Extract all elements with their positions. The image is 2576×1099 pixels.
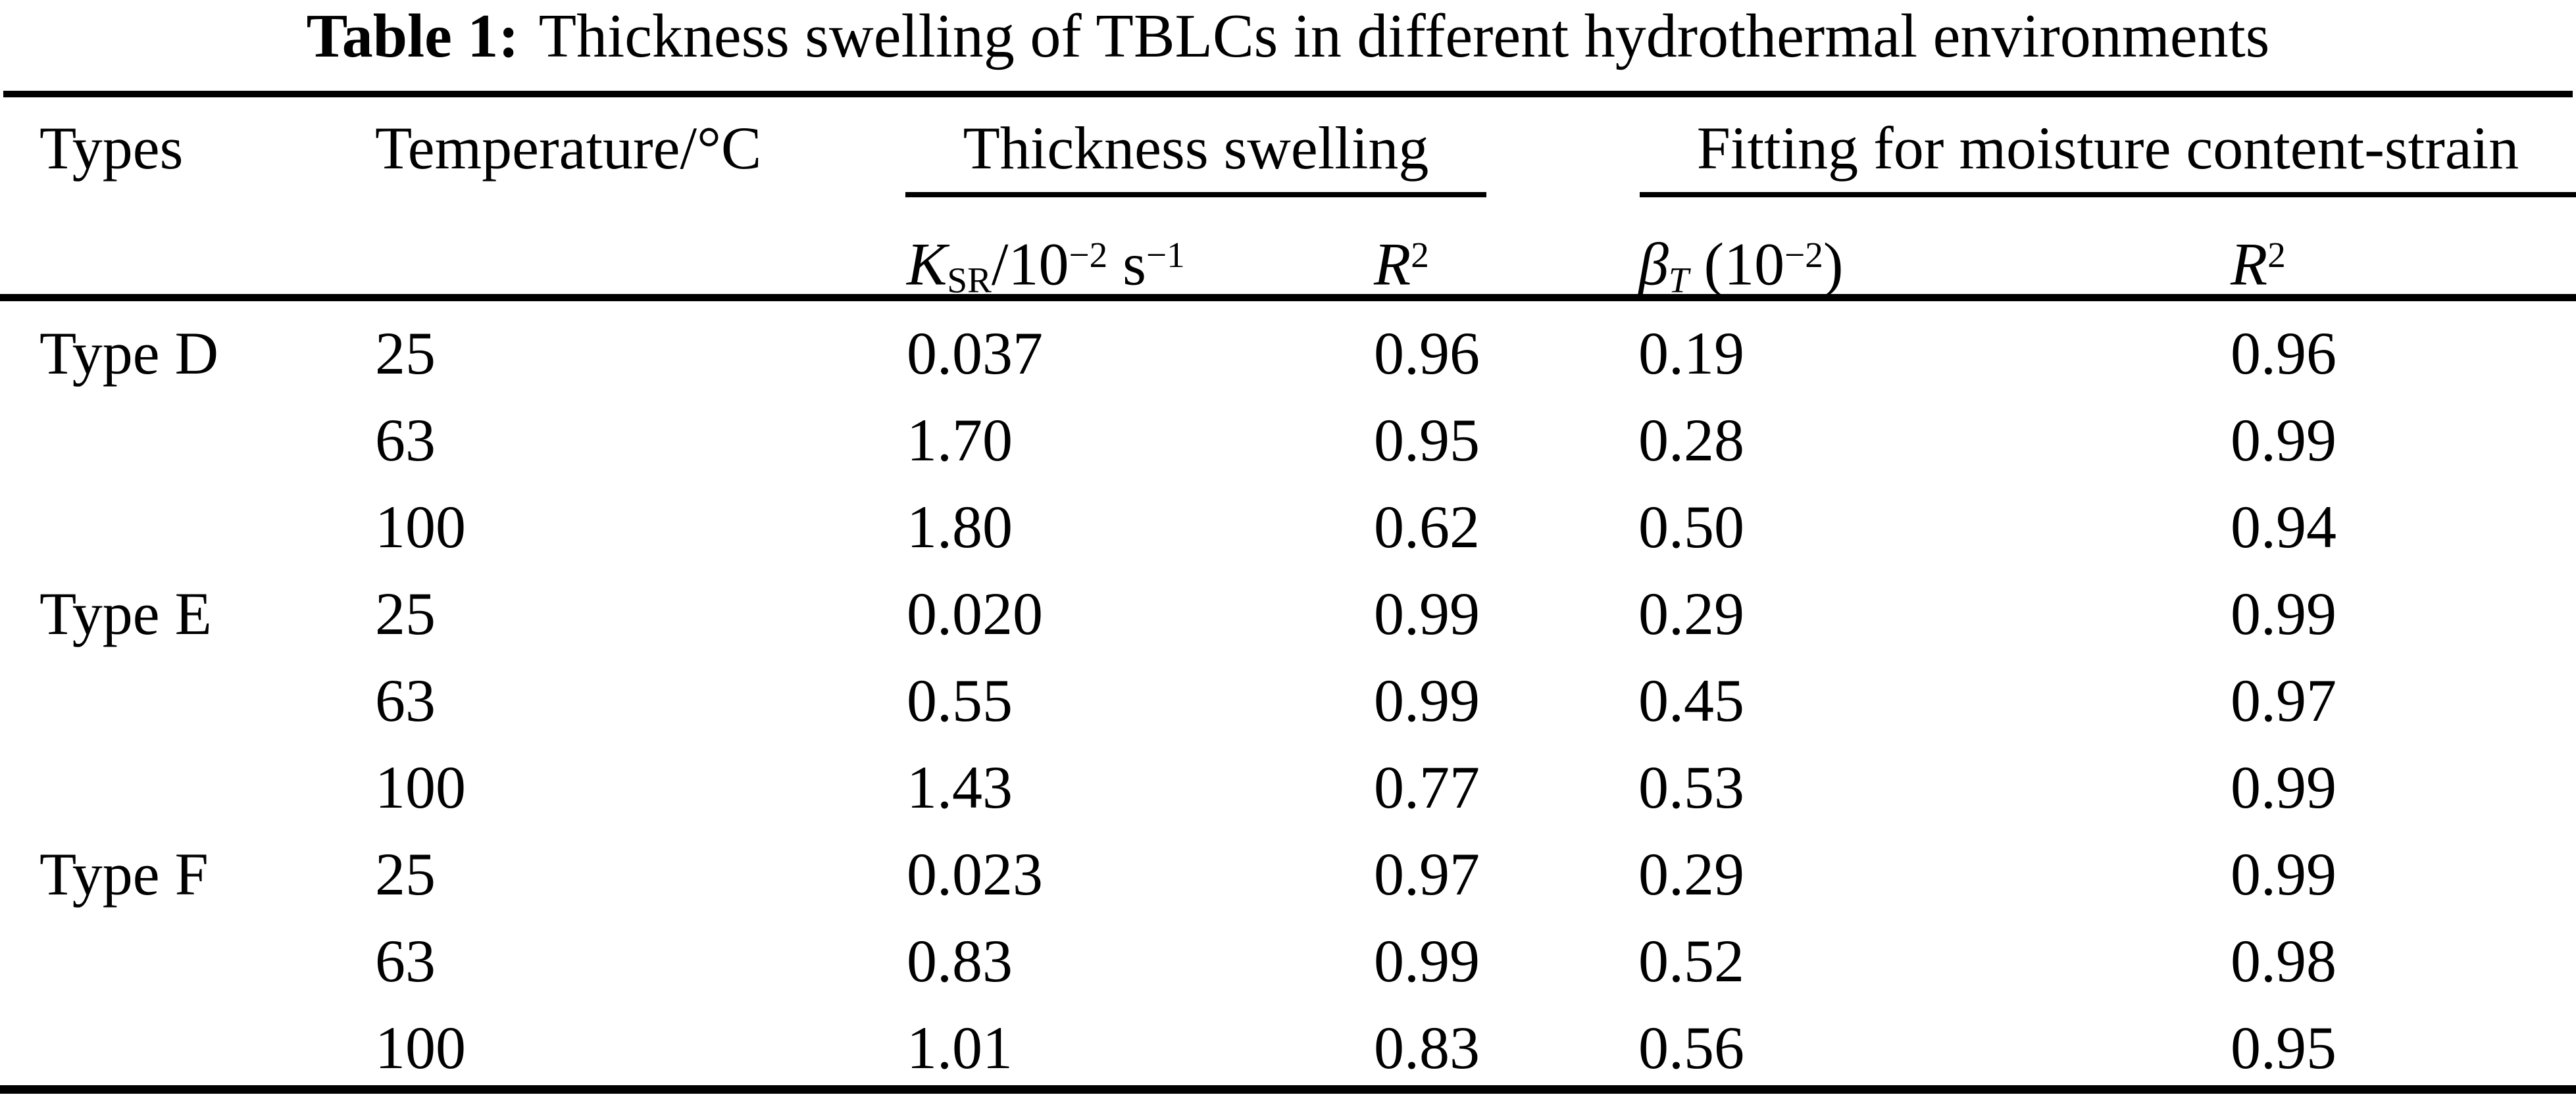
ksr-subscript: SR [947, 260, 992, 301]
ksr-divisor-exponent: −2 [1069, 235, 1108, 275]
cell-beta: 0.29 [1638, 841, 1744, 908]
beta-symbol: β [1638, 230, 1669, 298]
cell-r2-fitting: 0.99 [2231, 580, 2336, 647]
cell-r2-fitting: 0.95 [2231, 1014, 2336, 1081]
cell-ksr: 1.43 [907, 754, 1013, 821]
cell-beta: 0.53 [1638, 754, 1744, 821]
cell-ksr: 1.80 [907, 493, 1013, 560]
rule-under-fitting [1640, 192, 2576, 197]
cell-r2-thickness: 0.96 [1374, 320, 1480, 387]
rule-under-thickness-swelling [905, 192, 1486, 197]
subheader-row: KSR/10−2 s−1 R2 βT (10−2) R2 [0, 220, 2576, 300]
cell-ksr: 1.01 [907, 1014, 1013, 1081]
cell-type: Type F [39, 841, 209, 908]
cell-temperature: 25 [375, 841, 436, 908]
cell-r2-fitting: 0.94 [2231, 493, 2336, 560]
cell-r2-fitting: 0.96 [2231, 320, 2336, 387]
cell-beta: 0.29 [1638, 580, 1744, 647]
beta-factor-open: (10 [1688, 230, 1785, 298]
cell-ksr: 0.83 [907, 927, 1013, 994]
cell-temperature: 100 [375, 493, 466, 560]
ksr-unit: s [1107, 230, 1146, 298]
subheader-beta: βT (10−2) [1638, 220, 1844, 315]
cell-temperature: 25 [375, 580, 436, 647]
cell-temperature: 63 [375, 667, 436, 734]
table-row: 100 1.43 0.77 0.53 0.99 [0, 744, 2576, 831]
header-fitting-moisture: Fitting for moisture content-strain [1696, 114, 2519, 182]
table-row: 63 0.55 0.99 0.45 0.97 [0, 657, 2576, 744]
beta-factor-exponent: −2 [1784, 235, 1823, 275]
cell-r2-thickness: 0.62 [1374, 493, 1480, 560]
rule-mid [0, 294, 2576, 301]
table-body: Type D 25 0.037 0.96 0.19 0.96 63 1.70 0… [0, 310, 2576, 1091]
r2-exponent: 2 [2267, 235, 2286, 275]
cell-beta: 0.28 [1638, 406, 1744, 474]
rule-bottom [0, 1085, 2576, 1094]
table-row: 100 1.01 0.83 0.56 0.95 [0, 1004, 2576, 1091]
caption-label: Table 1: [306, 2, 519, 70]
cell-r2-thickness: 0.77 [1374, 754, 1480, 821]
table-row: 63 1.70 0.95 0.28 0.99 [0, 397, 2576, 483]
cell-temperature: 100 [375, 1014, 466, 1081]
table-row: Type F 25 0.023 0.97 0.29 0.99 [0, 831, 2576, 917]
cell-r2-thickness: 0.99 [1374, 667, 1480, 734]
cell-r2-fitting: 0.99 [2231, 841, 2336, 908]
cell-beta: 0.52 [1638, 927, 1744, 994]
cell-ksr: 1.70 [907, 406, 1013, 474]
subheader-ksr: KSR/10−2 s−1 [907, 220, 1185, 315]
cell-type: Type E [39, 580, 212, 647]
header-row: Types Temperature/°C Thickness swelling … [0, 112, 2576, 184]
header-temperature: Temperature/°C [375, 114, 762, 182]
cell-beta: 0.19 [1638, 320, 1744, 387]
cell-r2-fitting: 0.98 [2231, 927, 2336, 994]
r2-symbol: R [1374, 230, 1411, 298]
cell-temperature: 63 [375, 406, 436, 474]
cell-r2-thickness: 0.83 [1374, 1014, 1480, 1081]
cell-temperature: 63 [375, 927, 436, 994]
cell-r2-thickness: 0.95 [1374, 406, 1480, 474]
r2-exponent: 2 [1411, 235, 1429, 275]
header-types: Types [39, 114, 184, 182]
cell-r2-thickness: 0.99 [1374, 927, 1480, 994]
cell-ksr: 0.020 [907, 580, 1043, 647]
cell-r2-fitting: 0.99 [2231, 406, 2336, 474]
table-row: Type D 25 0.037 0.96 0.19 0.96 [0, 310, 2576, 397]
cell-ksr: 0.55 [907, 667, 1013, 734]
cell-beta: 0.45 [1638, 667, 1744, 734]
table-row: 100 1.80 0.62 0.50 0.94 [0, 483, 2576, 570]
table-row: Type E 25 0.020 0.99 0.29 0.99 [0, 570, 2576, 657]
ksr-unit-exponent: −1 [1146, 235, 1185, 275]
cell-beta: 0.56 [1638, 1014, 1744, 1081]
beta-subscript: T [1668, 260, 1689, 301]
cell-temperature: 100 [375, 754, 466, 821]
ksr-symbol: K [907, 230, 947, 298]
r2-symbol: R [2231, 230, 2268, 298]
subheader-r2-thickness: R2 [1374, 220, 1429, 299]
header-thickness-swelling: Thickness swelling [963, 114, 1429, 182]
caption-text: Thickness swelling of TBLCs in different… [538, 2, 2270, 70]
cell-r2-fitting: 0.99 [2231, 754, 2336, 821]
cell-r2-fitting: 0.97 [2231, 667, 2336, 734]
table-caption: Table 1: Thickness swelling of TBLCs in d… [0, 0, 2576, 72]
beta-factor-close: ) [1823, 230, 1844, 298]
cell-ksr: 0.023 [907, 841, 1043, 908]
cell-type: Type D [39, 320, 219, 387]
cell-beta: 0.50 [1638, 493, 1744, 560]
ksr-divisor: /10 [991, 230, 1069, 298]
cell-temperature: 25 [375, 320, 436, 387]
table-row: 63 0.83 0.99 0.52 0.98 [0, 917, 2576, 1004]
cell-ksr: 0.037 [907, 320, 1043, 387]
cell-r2-thickness: 0.99 [1374, 580, 1480, 647]
cell-r2-thickness: 0.97 [1374, 841, 1480, 908]
subheader-r2-fitting: R2 [2231, 220, 2286, 299]
rule-top [3, 91, 2573, 97]
